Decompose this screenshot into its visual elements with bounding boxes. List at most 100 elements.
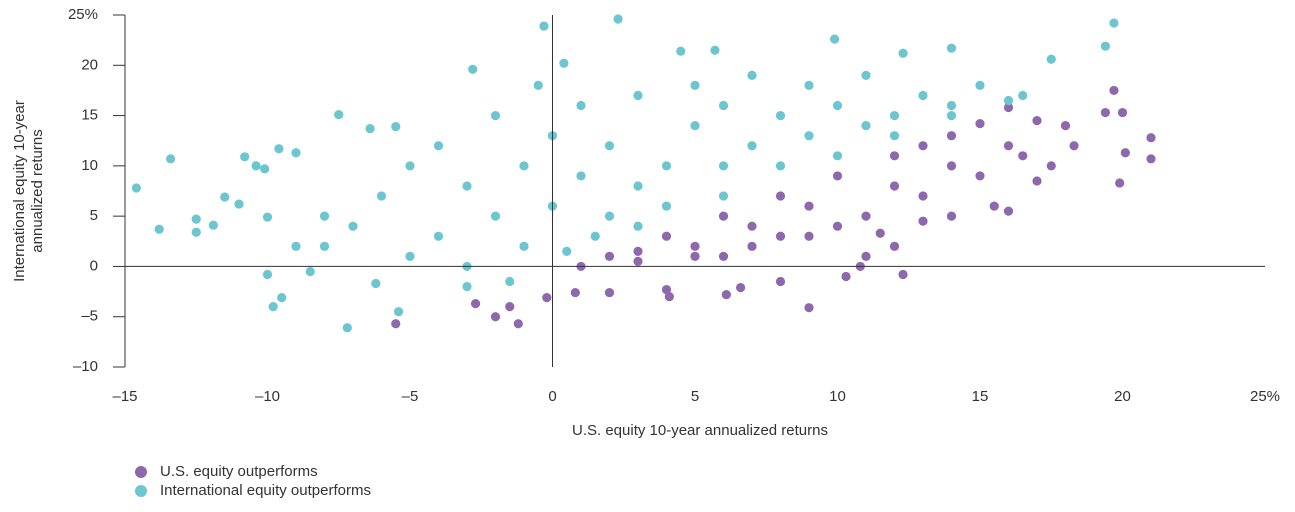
- point: [1018, 90, 1028, 101]
- x-tick-label: –5: [402, 388, 419, 405]
- point: [462, 281, 472, 292]
- y-axis-title: International equity 10-year annualized …: [11, 100, 46, 282]
- point: [1100, 107, 1110, 118]
- point: [1032, 176, 1042, 186]
- point: [1109, 18, 1119, 28]
- point: [804, 80, 814, 90]
- x-tick-label: 25%: [1250, 388, 1280, 405]
- point: [1060, 121, 1071, 131]
- point: [889, 241, 900, 251]
- point: [918, 141, 928, 151]
- point: [268, 302, 278, 312]
- point: [832, 151, 843, 161]
- point: [433, 231, 444, 241]
- point: [348, 221, 358, 231]
- point: [736, 282, 746, 293]
- point: [775, 276, 786, 287]
- point: [861, 251, 871, 261]
- x-axis-title: U.S. equity 10-year annualized returns: [572, 422, 828, 439]
- point: [1046, 161, 1056, 171]
- point: [365, 124, 375, 134]
- point: [251, 161, 261, 171]
- point: [376, 191, 387, 201]
- point: [661, 201, 672, 211]
- point: [513, 319, 523, 329]
- point: [470, 299, 481, 309]
- point: [166, 154, 176, 164]
- point: [832, 100, 843, 111]
- point: [542, 293, 552, 303]
- point: [775, 110, 786, 121]
- point: [875, 228, 885, 238]
- point: [946, 211, 957, 221]
- legend-marker: [135, 466, 147, 478]
- point: [718, 251, 729, 261]
- y-tick-label: 15: [81, 107, 98, 124]
- point: [291, 148, 301, 158]
- point: [305, 266, 315, 277]
- point: [718, 211, 729, 221]
- point: [775, 161, 786, 171]
- point: [342, 323, 352, 333]
- point: [405, 161, 415, 171]
- point: [633, 246, 643, 256]
- point: [1018, 151, 1028, 161]
- legend-marker: [135, 485, 147, 497]
- point: [1100, 41, 1110, 51]
- point: [490, 110, 501, 121]
- point: [889, 151, 900, 161]
- point: [576, 171, 586, 181]
- point: [334, 109, 344, 120]
- point: [590, 231, 600, 241]
- point: [562, 246, 572, 256]
- point: [633, 256, 643, 266]
- point: [262, 269, 273, 280]
- point: [1117, 107, 1128, 118]
- point: [633, 221, 643, 231]
- point: [918, 216, 928, 226]
- point: [191, 227, 201, 237]
- point: [861, 70, 871, 80]
- point: [505, 302, 515, 312]
- point: [490, 211, 501, 221]
- point: [861, 211, 871, 221]
- x-tick-label: 10: [829, 388, 846, 405]
- point: [1146, 154, 1156, 164]
- legend-label: U.S. equity outperforms: [160, 463, 318, 480]
- point: [661, 161, 672, 171]
- x-tick-label: 15: [972, 388, 989, 405]
- point: [208, 220, 218, 230]
- point: [918, 90, 928, 101]
- point: [131, 183, 141, 193]
- point: [747, 221, 757, 231]
- point: [889, 181, 900, 191]
- point: [898, 48, 908, 58]
- point: [946, 43, 957, 53]
- point: [889, 131, 900, 141]
- point: [946, 100, 957, 111]
- point: [1069, 141, 1079, 151]
- point: [262, 212, 273, 222]
- point: [633, 181, 643, 191]
- y-tick-label: –5: [81, 308, 98, 325]
- y-axis-title-line: annualized returns: [29, 129, 46, 252]
- point: [747, 241, 757, 251]
- point: [861, 121, 871, 131]
- point: [1046, 54, 1056, 64]
- point: [775, 191, 786, 201]
- y-tick-label: 5: [90, 207, 98, 224]
- point: [391, 319, 401, 329]
- point: [989, 201, 999, 211]
- point: [661, 284, 672, 295]
- y-tick-label: 25%: [68, 6, 98, 23]
- point: [277, 293, 287, 303]
- point: [804, 131, 814, 141]
- point: [946, 161, 957, 171]
- point: [433, 141, 444, 151]
- point: [830, 34, 840, 44]
- point: [747, 70, 757, 80]
- point: [462, 181, 472, 191]
- point: [1003, 102, 1014, 113]
- point: [804, 201, 814, 211]
